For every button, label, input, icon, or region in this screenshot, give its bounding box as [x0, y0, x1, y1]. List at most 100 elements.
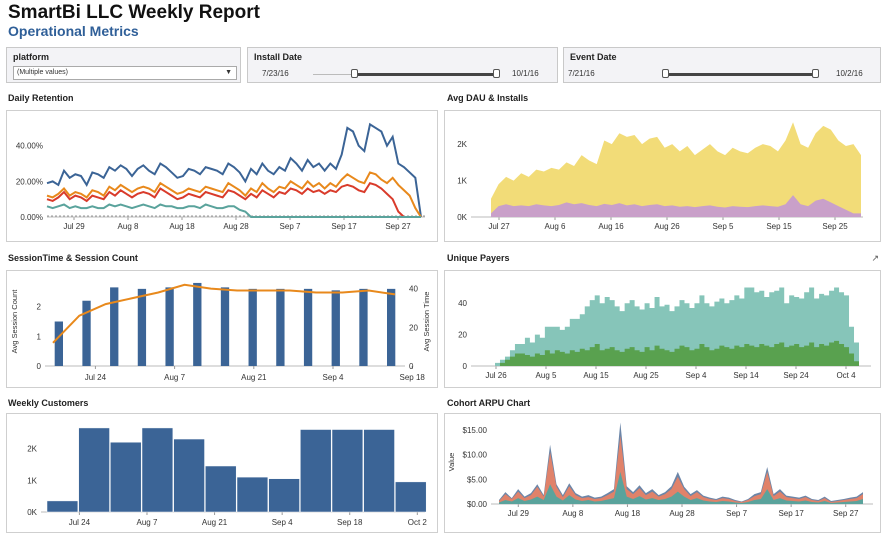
y-tick-label: 2K: [457, 140, 467, 149]
x-tick-label: Aug 18: [615, 509, 641, 518]
external-link-icon[interactable]: ↗: [871, 253, 879, 263]
x-tick-label: Aug 26: [654, 222, 680, 231]
x-tick-label: Sep 17: [331, 222, 357, 231]
payers-series-area: [495, 340, 859, 366]
install-date-end: 10/1/16: [512, 69, 539, 78]
x-tick-label: Jul 29: [63, 222, 85, 231]
session-count-bar: [82, 300, 91, 366]
event-date-slider-end-handle[interactable]: [812, 69, 819, 78]
session-count-bar: [110, 287, 119, 366]
y-axis-title: Value: [447, 453, 456, 472]
daily-retention-chart: Jul 29 Aug 8 Aug 18 Aug 28 Sep 7 Sep 17 Sep 27…: [6, 110, 438, 242]
weekly-customers-bar: [78, 427, 110, 513]
session-chart: Avg Session Count Avg Session Time Jul 24 A…: [6, 270, 438, 388]
y-tick-label: 20.00%: [16, 177, 43, 186]
install-date-filter: Install Date 7/23/16 10/1/16: [247, 47, 558, 83]
install-date-start: 7/23/16: [262, 69, 289, 78]
y-tick-label: 0K: [457, 213, 467, 222]
weekly-customers-bar: [331, 429, 364, 513]
daily-retention-title: Daily Retention: [8, 93, 74, 103]
x-tick-label: Aug 18: [169, 222, 195, 231]
unique-payers-title: Unique Payers: [447, 253, 510, 263]
x-tick-label: Sep 27: [833, 509, 859, 518]
session-count-bar: [387, 288, 396, 366]
platform-filter: platform (Multiple values) ▼: [6, 47, 241, 83]
x-tick-label: Sep 7: [280, 222, 301, 231]
x-tick-label: Aug 8: [562, 509, 583, 518]
session-time-line: [52, 283, 396, 344]
retention-series-line: [46, 181, 421, 218]
x-tick-label: Aug 28: [669, 509, 695, 518]
y-tick-label: 2: [37, 303, 42, 312]
session-count-bar: [54, 321, 63, 366]
retention-series-line: [46, 203, 421, 218]
y-tick-label: 40: [409, 285, 418, 294]
y-tick-label: 40.00%: [16, 142, 43, 151]
x-tick-label: Sep 15: [766, 222, 792, 231]
weekly-customers-bar: [363, 429, 395, 513]
x-tick-label: Aug 15: [583, 371, 609, 380]
x-tick-label: Aug 16: [598, 222, 624, 231]
y-tick-label: $5.00: [467, 475, 488, 484]
event-date-slider-range: [668, 73, 818, 76]
unique-payers-chart: Jul 26 Aug 5 Aug 15 Aug 25 Sep 4 Sep 14 Sep 24…: [444, 270, 881, 388]
event-date-filter: Event Date 7/21/16 10/2/16: [563, 47, 881, 83]
x-tick-label: Jul 29: [508, 509, 530, 518]
weekly-customers-chart: Jul 24 Aug 7 Aug 21 Sep 4 Sep 18 Oct 2 0K 1K 2K: [6, 413, 438, 533]
dau-series-area: [491, 195, 861, 217]
x-tick-label: Sep 24: [783, 371, 809, 380]
y-tick-label: 0: [409, 362, 414, 371]
install-date-slider-range: [354, 73, 499, 76]
y-tick-label: 1: [37, 332, 42, 341]
x-tick-label: Sep 5: [713, 222, 734, 231]
x-tick-label: Aug 21: [202, 518, 228, 527]
x-tick-label: Sep 14: [733, 371, 759, 380]
y2-axis-title: Avg Session Time: [422, 292, 431, 352]
x-tick-label: Sep 27: [385, 222, 411, 231]
cohort-arpu-title: Cohort ARPU Chart: [447, 398, 531, 408]
weekly-customers-bar: [110, 441, 142, 513]
cohort-arpu-chart: Value Jul 29 Aug 8 Aug 18 Aug 28 Sep 7 Sep 17 S…: [444, 413, 881, 533]
event-date-slider-start-handle[interactable]: [662, 69, 669, 78]
session-count-bar: [248, 288, 257, 366]
install-date-slider-end-handle[interactable]: [493, 69, 500, 78]
weekly-customers-bar: [236, 476, 269, 513]
y-tick-label: 20: [458, 331, 467, 340]
session-count-bar: [331, 290, 340, 366]
x-tick-label: Sep 7: [726, 509, 747, 518]
x-tick-label: Sep 4: [323, 373, 344, 382]
x-tick-label: Aug 21: [241, 373, 267, 382]
avg-dau-installs-chart: Jul 27 Aug 6 Aug 16 Aug 26 Sep 5 Sep 15 Sep 25…: [444, 110, 881, 242]
report-subtitle: Operational Metrics: [8, 23, 139, 39]
x-tick-label: Jul 24: [85, 373, 107, 382]
weekly-customers-bar: [173, 438, 205, 513]
x-tick-label: Aug 7: [137, 518, 158, 527]
session-count-bar: [220, 287, 230, 366]
x-tick-label: Aug 5: [536, 371, 557, 380]
weekly-customers-bar: [141, 427, 174, 513]
x-tick-label: Oct 2: [408, 518, 428, 527]
y-tick-label: 0: [37, 362, 42, 371]
session-count-bar: [137, 288, 147, 366]
weekly-customers-bar: [46, 500, 79, 513]
y-axis-title: Avg Session Count: [10, 289, 19, 354]
weekly-customers-bar: [395, 481, 427, 513]
platform-select-value: (Multiple values): [17, 69, 68, 76]
platform-select[interactable]: (Multiple values) ▼: [13, 66, 237, 80]
weekly-customers-title: Weekly Customers: [8, 398, 89, 408]
y-tick-label: $10.00: [463, 451, 488, 460]
session-count-bar: [193, 282, 202, 366]
session-count-bar: [303, 288, 313, 366]
x-tick-label: Sep 4: [686, 371, 707, 380]
x-tick-label: Sep 18: [337, 518, 363, 527]
x-tick-label: Aug 6: [545, 222, 566, 231]
y-tick-label: 20: [409, 323, 418, 332]
install-date-slider-start-handle[interactable]: [351, 69, 358, 78]
session-count-bar: [276, 288, 285, 366]
x-tick-label: Jul 27: [488, 222, 510, 231]
y-tick-label: $0.00: [467, 500, 488, 509]
install-date-label: Install Date: [254, 52, 303, 62]
arpu-series-area: [499, 471, 863, 504]
retention-series-line: [46, 171, 422, 218]
session-chart-title: SessionTime & Session Count: [8, 253, 138, 263]
